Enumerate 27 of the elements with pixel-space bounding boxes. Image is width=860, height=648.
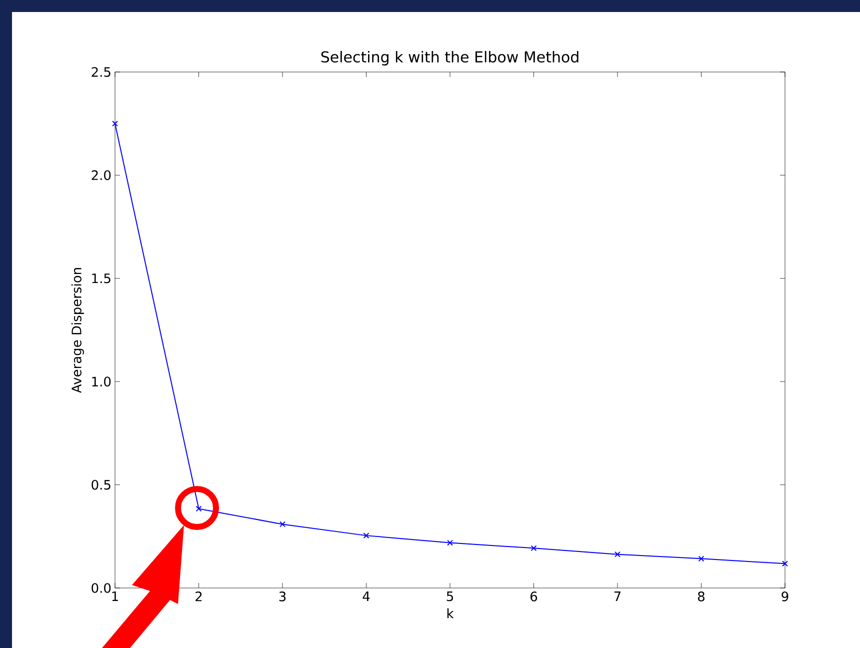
y-tick-label: 1.0 bbox=[92, 376, 111, 387]
point bbox=[112, 120, 118, 127]
y-tick-label: 0.5 bbox=[92, 480, 110, 490]
point bbox=[196, 506, 202, 512]
x-tick-label: 3 bbox=[279, 592, 286, 602]
x-tick-label: 8 bbox=[698, 592, 704, 602]
x-tick-label: 7 bbox=[614, 592, 621, 601]
y-axis-title: Average Dispersion bbox=[71, 268, 84, 393]
y-tick-label: 2.0 bbox=[92, 170, 111, 180]
y-tick-label: 1.5 bbox=[92, 274, 110, 284]
point bbox=[447, 540, 453, 546]
point bbox=[782, 560, 788, 567]
y-tick-label: 2.5 bbox=[92, 67, 110, 77]
x-tick-label: 4 bbox=[362, 592, 370, 601]
x-tick-label: 5 bbox=[446, 592, 453, 602]
x-tick-label: 6 bbox=[530, 592, 538, 602]
x-tick-label: 1 bbox=[112, 592, 118, 601]
y-tick-label: 0.0 bbox=[92, 583, 111, 593]
x-tick-label: 9 bbox=[782, 592, 788, 602]
point bbox=[614, 551, 620, 558]
point bbox=[280, 521, 286, 528]
point bbox=[363, 532, 370, 539]
chart-title: Selecting k with the Elbow Method bbox=[321, 50, 578, 66]
point bbox=[698, 556, 704, 562]
point bbox=[530, 545, 537, 552]
x-tick-label: 2 bbox=[196, 592, 202, 602]
x-axis-title: k bbox=[447, 608, 454, 618]
